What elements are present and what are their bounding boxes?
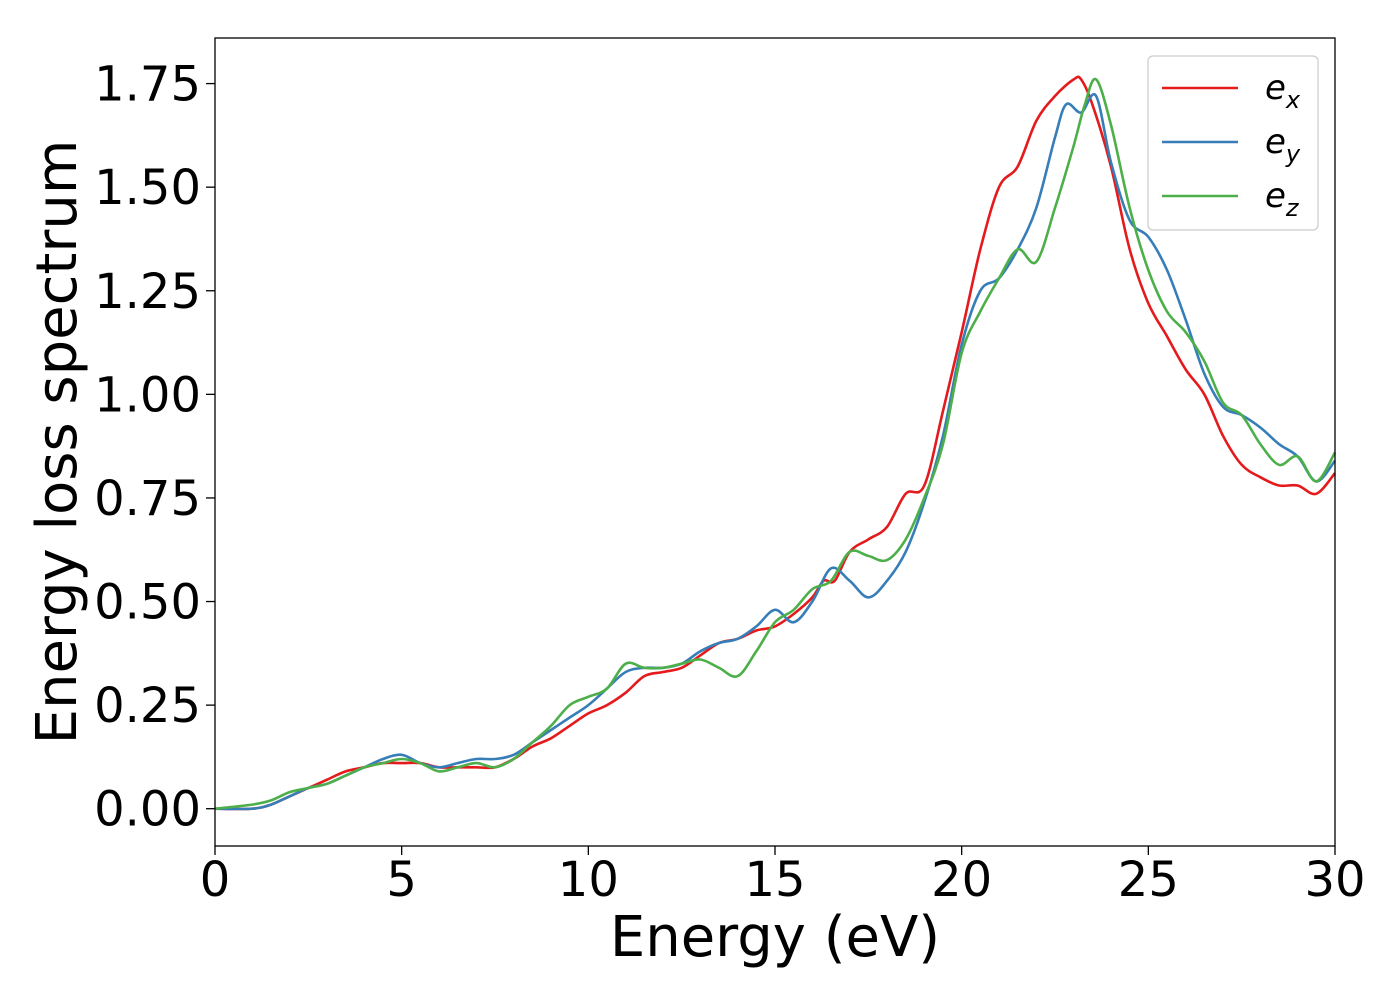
y-tick-label: 1.00	[94, 367, 201, 423]
x-tick-label: 10	[558, 852, 619, 908]
x-axis-label: Energy (eV)	[610, 905, 940, 970]
legend-label-x: ex	[1265, 68, 1301, 114]
y-tick-label: 0.75	[94, 471, 201, 527]
y-axis-label: Energy loss spectrum	[25, 140, 90, 745]
legend-label-y: ey	[1265, 122, 1301, 168]
legend-label-subscript: x	[1285, 86, 1301, 114]
y-tick-label: 0.25	[94, 678, 201, 734]
x-tick-label: 25	[1118, 852, 1179, 908]
legend-label-subscript: y	[1285, 140, 1301, 168]
x-tick-label: 15	[744, 852, 805, 908]
series-line-z	[214, 77, 1337, 810]
series-lines	[214, 75, 1337, 811]
y-tick-label: 1.25	[94, 264, 201, 320]
x-tick-label: 5	[386, 852, 417, 908]
y-tick-label: 0.50	[94, 575, 201, 631]
y-tick-label: 1.50	[94, 160, 201, 216]
x-tick-label: 0	[200, 852, 231, 908]
y-tick-label: 0.00	[94, 782, 201, 838]
y-tick-label: 1.75	[94, 57, 201, 113]
x-tick-label: 20	[931, 852, 992, 908]
axis-ticks: 0 5 10 15 20 25 30 0.00 0.25 0.50 0.75 1.00 1.25 1.50…	[94, 57, 1365, 908]
legend-label-subscript: z	[1285, 194, 1300, 222]
x-tick-label: 30	[1304, 852, 1365, 908]
